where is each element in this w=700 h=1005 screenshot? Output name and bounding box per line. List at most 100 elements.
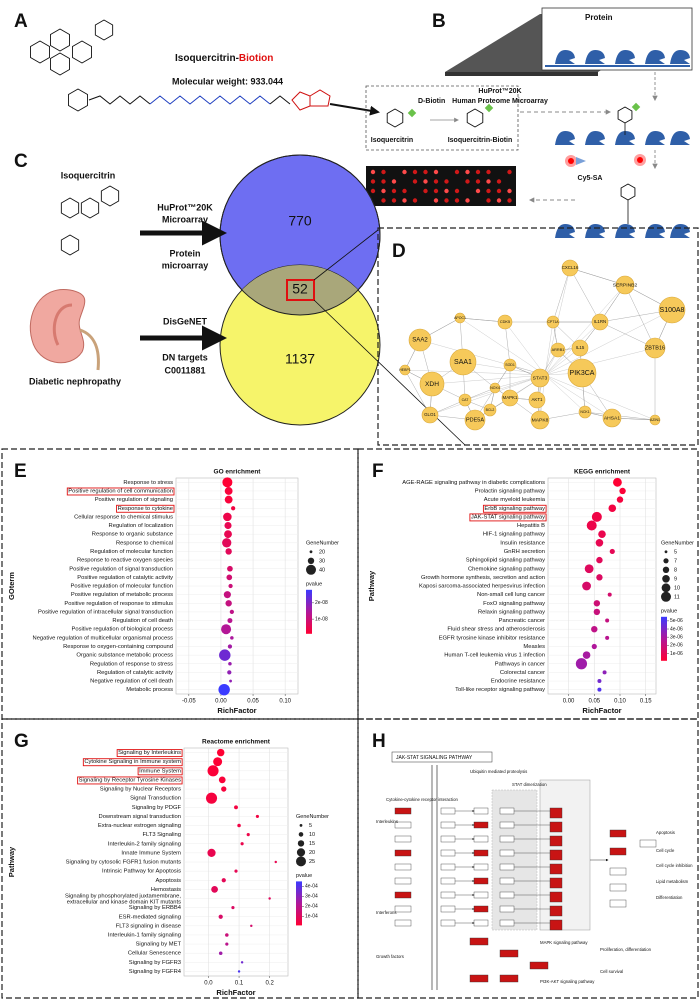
ring bbox=[50, 52, 70, 76]
receptor bbox=[394, 919, 412, 927]
legend-label: 4e-04 bbox=[305, 884, 318, 890]
reaction-box bbox=[365, 85, 519, 151]
protein bbox=[615, 224, 635, 238]
dot bbox=[234, 805, 238, 810]
node-label: NCK1 bbox=[580, 410, 589, 414]
node bbox=[530, 410, 550, 430]
stat-dimer bbox=[499, 849, 515, 857]
legend-dot bbox=[297, 840, 305, 847]
pathway-label: PI3K-AKT signaling pathway bbox=[540, 979, 595, 984]
jak bbox=[440, 919, 456, 927]
highlight-box bbox=[66, 487, 175, 496]
dot bbox=[225, 942, 229, 946]
edge bbox=[544, 374, 656, 421]
y-tick-label: Positive regulation of biological proces… bbox=[71, 627, 173, 633]
dot bbox=[229, 679, 232, 683]
y-tick-label: Positive regulation of cell communicatio… bbox=[68, 488, 173, 494]
dot bbox=[222, 477, 233, 488]
y-tick-label: Positive regulation of metabolic process bbox=[71, 592, 173, 598]
x-tick-label: 0.2 bbox=[265, 981, 274, 987]
node bbox=[464, 409, 486, 431]
chart-title: KEGG enrichment bbox=[574, 469, 631, 476]
mapk-node bbox=[499, 949, 519, 958]
targets: DN targets bbox=[162, 352, 208, 362]
y-axis-label: Pathway bbox=[7, 846, 16, 877]
edge bbox=[429, 374, 546, 416]
node bbox=[454, 312, 466, 324]
target bbox=[549, 905, 563, 917]
scan-spot bbox=[412, 198, 418, 203]
x-tick-label: 0.00 bbox=[563, 699, 575, 705]
pathway-title-box bbox=[391, 751, 493, 763]
edge bbox=[404, 369, 431, 416]
dot bbox=[274, 860, 277, 864]
dot bbox=[226, 574, 233, 581]
y-tick-label: GnRH secretion bbox=[504, 549, 545, 555]
node-label: CPT1A bbox=[547, 320, 559, 324]
node bbox=[615, 275, 635, 295]
pathway-label: Interleukins bbox=[376, 819, 398, 824]
dot bbox=[607, 592, 612, 597]
legend-dot bbox=[307, 557, 315, 564]
stat-dimer bbox=[499, 919, 515, 927]
legend-title: pvalue bbox=[306, 581, 322, 587]
legend-label: 9 bbox=[674, 576, 677, 582]
legend-dot bbox=[661, 591, 671, 602]
y-tick-label: Positive regulation of molecular functio… bbox=[71, 584, 173, 590]
legend-label: 5 bbox=[309, 823, 312, 829]
microarray-edge bbox=[445, 72, 598, 76]
y-tick-label: Pathways in cancer bbox=[495, 661, 545, 667]
y-tick-label: Hepatitis B bbox=[517, 523, 545, 529]
node bbox=[497, 314, 513, 330]
edge bbox=[459, 317, 546, 376]
protein bbox=[645, 131, 665, 145]
stat-dimer bbox=[499, 891, 515, 899]
dot bbox=[216, 748, 225, 757]
y-tick-label: Signaling by cytosolic FGFR1 fusion muta… bbox=[66, 860, 181, 866]
node bbox=[644, 337, 666, 359]
pathway-label: Growth factors bbox=[376, 954, 404, 959]
node-label: STAT3 bbox=[533, 375, 548, 381]
node bbox=[483, 403, 497, 417]
y-tick-label: Positive regulation of signaling bbox=[95, 497, 173, 503]
node bbox=[649, 414, 661, 426]
scan-spot bbox=[486, 179, 491, 184]
array: HuProt™20K bbox=[157, 202, 213, 212]
linker-black2 bbox=[269, 95, 291, 105]
dot bbox=[582, 651, 591, 659]
dot bbox=[221, 878, 226, 883]
stat bbox=[473, 905, 489, 913]
scan-spot bbox=[454, 198, 460, 203]
target bbox=[549, 835, 563, 847]
node bbox=[399, 364, 411, 376]
linker-blue bbox=[149, 95, 271, 105]
node bbox=[658, 296, 686, 324]
dot bbox=[602, 670, 607, 675]
dot bbox=[224, 530, 232, 539]
node-label: SOD1 bbox=[505, 363, 515, 367]
dot bbox=[219, 649, 231, 661]
x-tick-label: 0.15 bbox=[640, 699, 652, 705]
venn-count: 1137 bbox=[285, 351, 315, 367]
legend-dot bbox=[296, 856, 306, 867]
scan-spot bbox=[381, 188, 386, 194]
receptor bbox=[394, 835, 412, 843]
highlight-box bbox=[116, 749, 183, 758]
y-tick-label: Response to cytokine bbox=[118, 506, 173, 512]
y-tick-label: Intrinsic Pathway for Apoptosis bbox=[102, 869, 181, 875]
legend-dot bbox=[662, 575, 670, 583]
pathway-label: Cytokine-cytokine receptor interaction bbox=[386, 797, 458, 802]
node bbox=[561, 259, 579, 277]
y-tick-label: Colorectal cancer bbox=[500, 670, 545, 676]
scan-spot bbox=[454, 169, 460, 175]
edge bbox=[552, 267, 571, 323]
panel-frame bbox=[357, 448, 699, 720]
dot bbox=[575, 658, 588, 670]
y-tick-label: Response to stress bbox=[123, 480, 173, 486]
target bbox=[549, 919, 563, 931]
legend-label: 20 bbox=[309, 850, 315, 856]
d-biotin: D-Biotin bbox=[418, 98, 445, 105]
y-tick-label: Regulation of cell death bbox=[112, 618, 173, 624]
edge bbox=[544, 321, 554, 376]
